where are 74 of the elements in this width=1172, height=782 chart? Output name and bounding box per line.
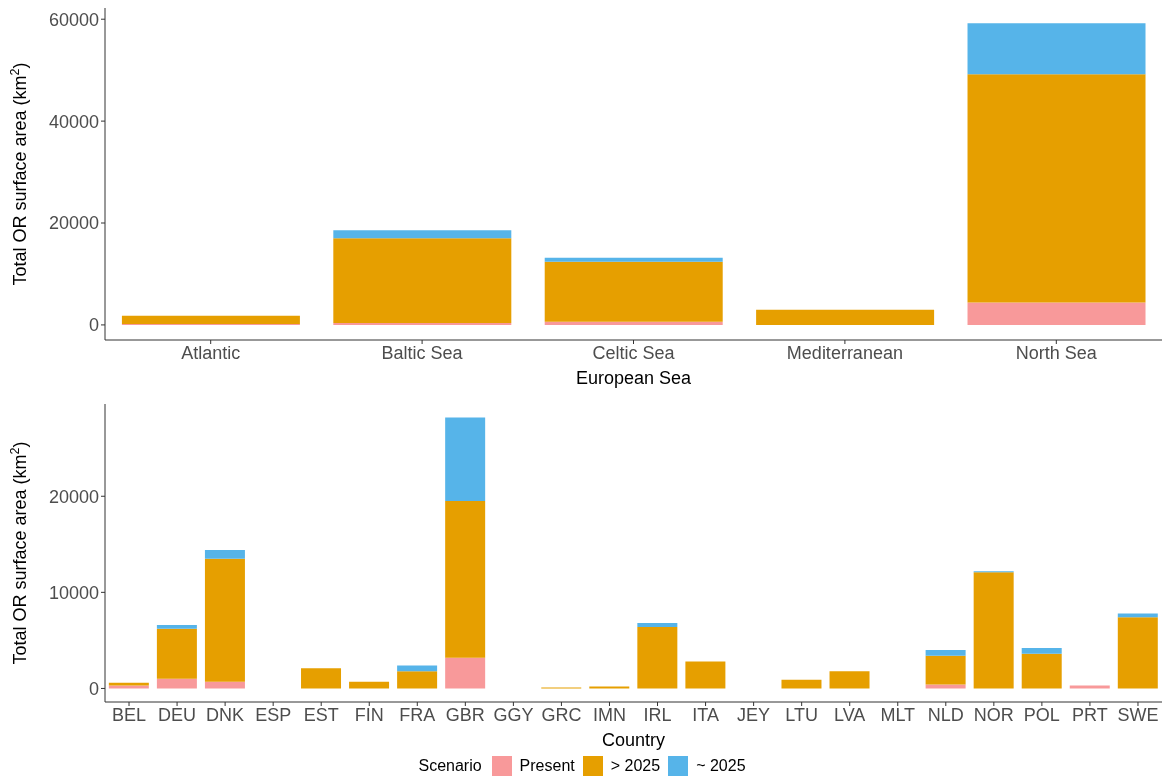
bar <box>445 417 486 502</box>
y-tick-label: 40000 <box>48 111 99 132</box>
bar <box>333 238 512 323</box>
x-tick-label: North Sea <box>1015 342 1098 363</box>
bar <box>333 230 512 239</box>
bar <box>1117 613 1158 618</box>
bar <box>156 628 197 679</box>
y-tick-label: 60000 <box>48 9 99 30</box>
bar <box>967 74 1146 303</box>
x-tick-label: Baltic Sea <box>381 342 464 363</box>
bar <box>156 678 197 689</box>
x-tick-label: Celtic Sea <box>592 342 676 363</box>
bar <box>333 322 512 325</box>
x-tick-label: BEL <box>112 704 147 725</box>
x-tick-label: IMN <box>592 704 626 725</box>
x-tick-label: NOR <box>973 704 1014 725</box>
x-tick-label: ITA <box>692 704 719 725</box>
bar <box>397 665 438 672</box>
bar <box>397 671 438 689</box>
x-tick-label: ESP <box>255 704 292 725</box>
legend-label: Present <box>519 757 575 775</box>
x-tick-label: FRA <box>399 704 436 725</box>
bar <box>544 261 723 322</box>
legend-label: > 2025 <box>610 757 661 775</box>
x-tick-label: DEU <box>158 704 197 725</box>
x-tick-label: IRL <box>643 704 672 725</box>
x-tick-label: FIN <box>354 704 384 725</box>
bar <box>156 625 197 629</box>
bar <box>1117 617 1158 689</box>
bar <box>967 23 1146 75</box>
bar <box>544 321 723 325</box>
x-tick-label: NLD <box>927 704 964 725</box>
bar <box>301 668 342 689</box>
bar <box>925 650 966 656</box>
bar <box>445 501 486 658</box>
bar <box>967 302 1146 325</box>
bar <box>204 550 245 559</box>
x-tick-label: MLT <box>880 704 916 725</box>
y-tick-label: 10000 <box>48 582 99 603</box>
bar <box>445 657 486 689</box>
y-tick-label: 0 <box>88 315 99 336</box>
legend-title: Scenario <box>418 757 482 775</box>
bar <box>204 558 245 682</box>
x-tick-label: GRC <box>541 704 582 725</box>
x-tick-label: LVA <box>834 704 866 725</box>
bar <box>973 572 1014 689</box>
x-axis-title: European Sea <box>575 368 693 388</box>
bar <box>925 655 966 685</box>
bar <box>637 623 678 627</box>
bar <box>756 309 935 325</box>
x-tick-label: LTU <box>785 704 818 725</box>
x-tick-label: PRT <box>1072 704 1108 725</box>
x-axis-title: Country <box>601 730 666 750</box>
bar <box>1021 653 1062 689</box>
bar <box>544 257 723 262</box>
x-tick-label: JEY <box>737 704 771 725</box>
x-tick-label: GBR <box>445 704 485 725</box>
bar <box>685 661 726 689</box>
y-tick-label: 0 <box>88 678 99 699</box>
x-tick-label: POL <box>1023 704 1060 725</box>
x-tick-label: EST <box>303 704 339 725</box>
y-tick-label: 20000 <box>48 213 99 234</box>
bar <box>829 671 870 689</box>
bar <box>1021 648 1062 654</box>
x-tick-label: Mediterranean <box>786 342 903 363</box>
legend-label: ~ 2025 <box>696 757 746 775</box>
y-tick-label: 20000 <box>48 486 99 507</box>
bar <box>781 679 822 689</box>
x-tick-label: SWE <box>1117 704 1159 725</box>
x-tick-label: Atlantic <box>181 342 241 363</box>
bar <box>121 315 300 324</box>
x-tick-label: DNK <box>206 704 245 725</box>
bar <box>637 626 678 689</box>
x-tick-label: GGY <box>493 704 534 725</box>
